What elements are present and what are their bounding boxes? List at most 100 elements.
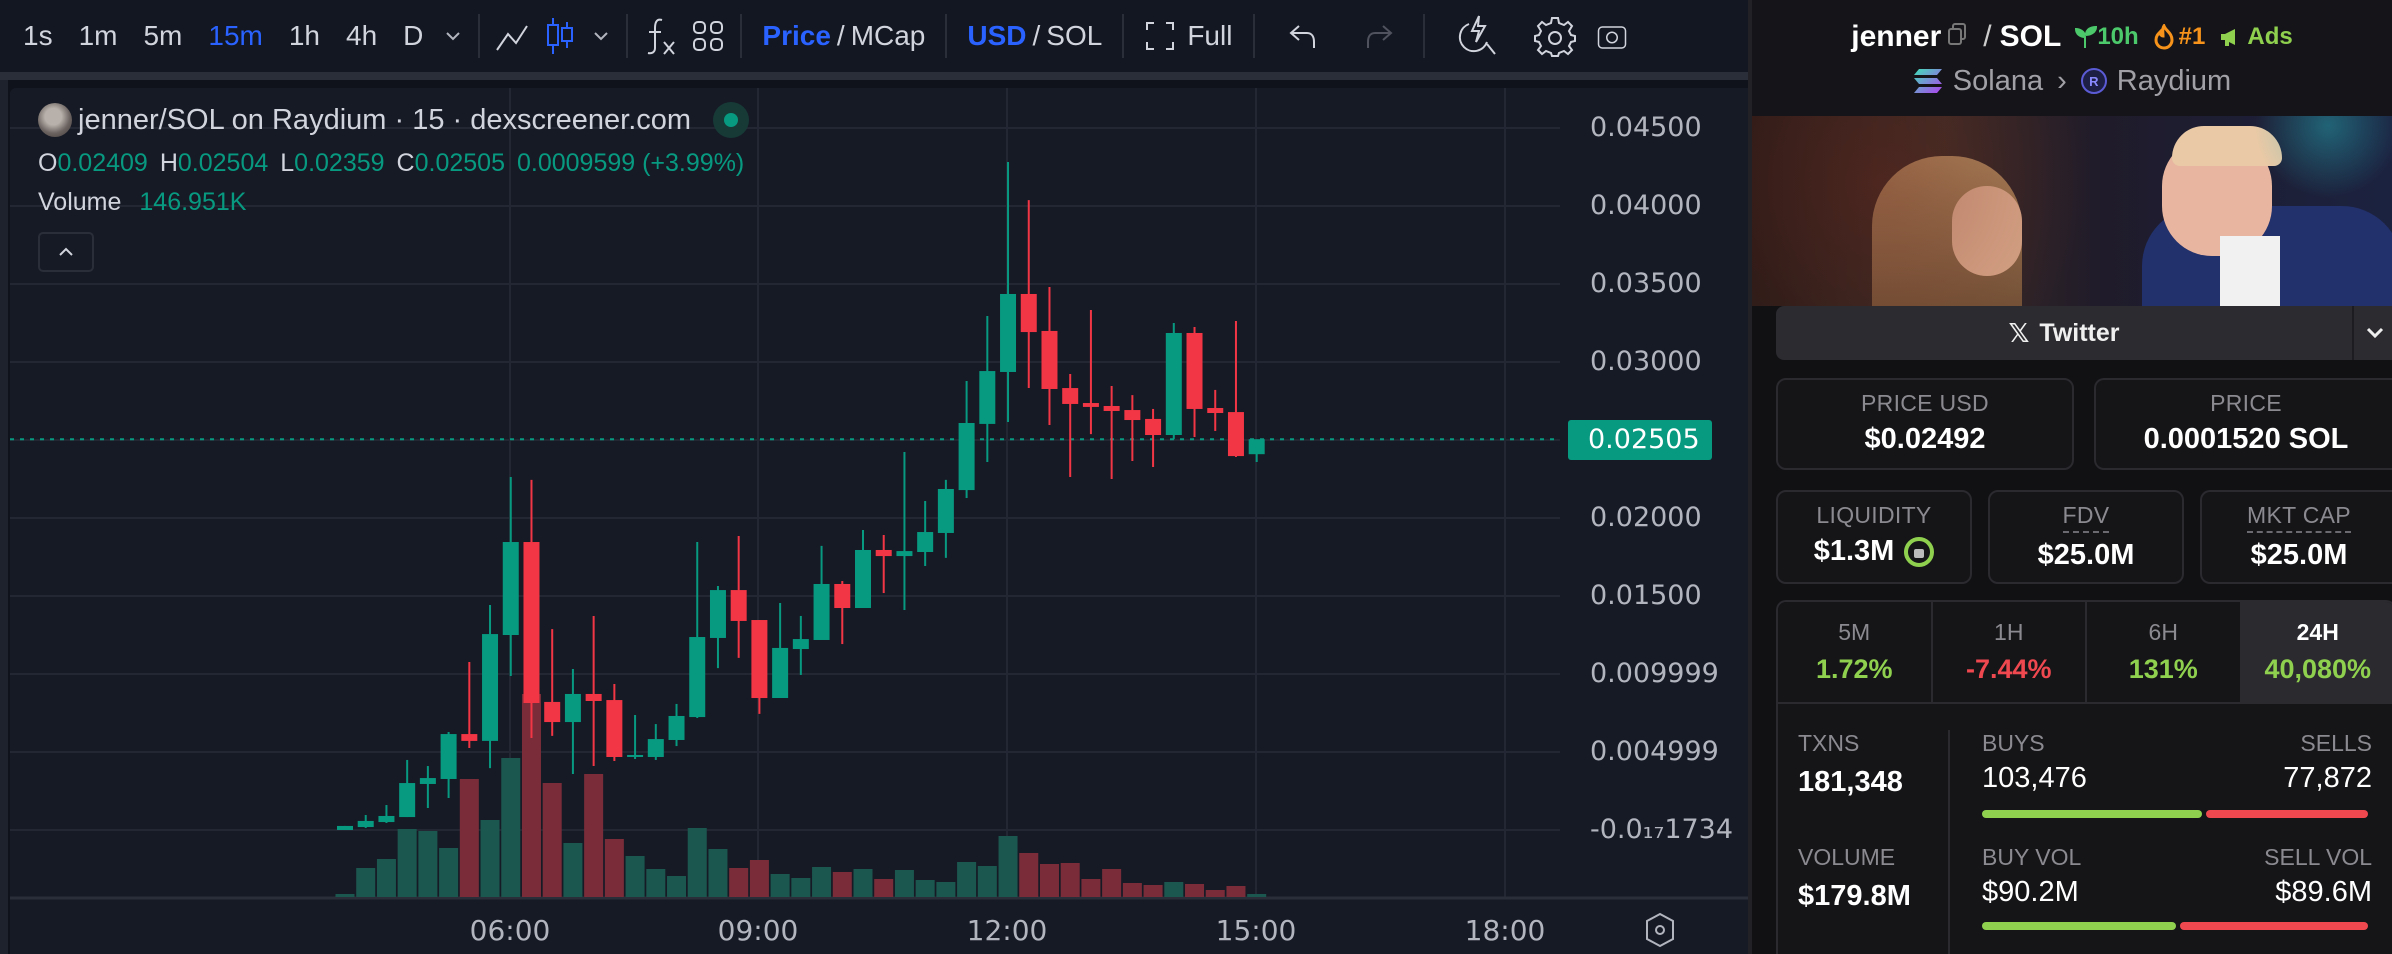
screenshot-button[interactable] (1597, 10, 1627, 62)
price-usd-card: PRICE USD $0.02492 (1776, 378, 2074, 470)
change-period-label: 1H (1994, 619, 2024, 645)
usd-sol-toggle[interactable]: USD / SOL (955, 10, 1114, 62)
quick-search-button[interactable] (1453, 10, 1501, 62)
hexagon-settings-icon (1646, 912, 1674, 948)
pair-slash: / (1983, 20, 1992, 53)
fdv-card: FDV $25.0M (1988, 490, 2184, 584)
timeframe-more-button[interactable] (436, 10, 470, 62)
change-tab-5m[interactable]: 5M 1.72% (1778, 602, 1933, 702)
chain-name[interactable]: Solana (1952, 64, 2044, 97)
toolbar-divider (1253, 14, 1256, 58)
fullscreen-label: Full (1187, 20, 1233, 51)
price-mcap-toggle[interactable]: Price / MCap (750, 10, 937, 62)
change-tab-24h[interactable]: 24H 40,080% (2241, 602, 2392, 702)
time-axis-label: 09:00 (717, 914, 799, 947)
line-chart-button[interactable] (488, 10, 536, 62)
axis-settings-button[interactable] (1640, 910, 1680, 950)
layouts-button[interactable] (684, 10, 732, 62)
open-label: O (38, 148, 58, 177)
price-change-tabs: 5M 1.72% 1H -7.44% 6H 131% 24H 40,080% (1776, 600, 2392, 702)
timeframe-15m[interactable]: 15m (208, 20, 263, 51)
time-axis-label: 15:00 (1215, 914, 1297, 947)
more-links-button[interactable] (2352, 306, 2392, 360)
chart-area: jenner/SOL on Raydium · 15 · dexscreener… (0, 80, 1748, 954)
chain-breadcrumb: Solana › R Raydium (1913, 61, 2231, 101)
redo-button[interactable] (1355, 10, 1403, 62)
token-info-panel: jenner / SOL 10h #1 Ads Solana › R (1748, 0, 2392, 954)
token-avatar (38, 103, 72, 137)
x-logo-icon: 𝕏 (2008, 317, 2030, 348)
timeframe-5m[interactable]: 5m (143, 20, 183, 51)
price-axis-tick: 0.01500 (1590, 580, 1702, 611)
time-axis-label: 12:00 (966, 914, 1048, 947)
quote-symbol: SOL (1999, 20, 2062, 53)
mktcap-label[interactable]: MKT CAP (2247, 502, 2351, 533)
price-mode-active[interactable]: Price (762, 20, 831, 51)
breadcrumb-chevron-icon: › (2057, 64, 2067, 97)
collapse-legend-button[interactable] (38, 232, 94, 272)
timeframe-1h[interactable]: 1h (288, 20, 321, 51)
copy-address-button[interactable] (1947, 20, 1967, 54)
timeframe-D[interactable]: D (403, 20, 424, 51)
mktcap-card: MKT CAP $25.0M (2200, 490, 2392, 584)
fullscreen-button[interactable]: Full (1132, 10, 1245, 62)
time-axis-label: 06:00 (469, 914, 551, 947)
chevron-down-icon (594, 32, 609, 41)
price-axis-tick: 0.009999 (1590, 658, 1719, 689)
toolbar-divider (1122, 14, 1125, 58)
trending-rank: #1 (2178, 23, 2206, 50)
pair-age: 10h (2097, 23, 2139, 50)
candlestick-chart[interactable] (10, 88, 1748, 954)
txns-value: 181,348 (1798, 766, 1903, 798)
candles-chart-button[interactable] (536, 10, 584, 62)
close-label: C (396, 148, 415, 177)
drawing-tools-strip[interactable] (0, 80, 8, 954)
transaction-stats: TXNS 181,348 BUYS SELLS 103,476 77,872 V… (1776, 702, 2392, 954)
low-label: L (280, 148, 295, 177)
timeframe-1m[interactable]: 1m (78, 20, 118, 51)
trending-rank-badge[interactable]: #1 (2153, 23, 2206, 51)
change-tab-1h[interactable]: 1H -7.44% (1932, 602, 2087, 702)
twitter-label: Twitter (2039, 318, 2120, 347)
txns-label: TXNS (1798, 730, 1860, 756)
change-period-label: 6H (2148, 619, 2178, 645)
change-tab-6h[interactable]: 6H 131% (2087, 602, 2242, 702)
undo-button[interactable] (1279, 10, 1327, 62)
grid-layout-icon (693, 21, 724, 51)
candlestick-icon (547, 18, 574, 54)
sells-bar (2206, 810, 2368, 818)
mcap-mode-option[interactable]: MCap (850, 20, 926, 51)
copy-icon (1948, 23, 1967, 45)
sol-quote-option[interactable]: SOL (1046, 20, 1103, 51)
change-value: 0.0009599 (+3.99%) (516, 148, 745, 177)
buy-volume-bar (1982, 922, 2176, 930)
usd-quote-active[interactable]: USD (967, 20, 1027, 51)
toolbar-divider (740, 14, 743, 58)
volume-legend: Volume 146.951K (38, 184, 756, 220)
price-axis-tick: 0.03000 (1590, 346, 1702, 377)
ohlc-values: O 0.02409 H 0.02504 L 0.02359 C 0.02505 0.00… (38, 146, 756, 180)
ads-badge[interactable]: Ads (2219, 23, 2293, 51)
high-value: 0.02504 (177, 148, 269, 177)
token-banner-image (1752, 116, 2392, 306)
buys-value: 103,476 (1982, 762, 2087, 794)
dex-name[interactable]: Raydium (2116, 64, 2232, 97)
liquidity-locked-icon[interactable] (1904, 536, 1935, 567)
live-status-indicator (713, 102, 750, 138)
change-percent-value: -7.44% (1965, 654, 2052, 684)
sells-label: SELLS (2300, 730, 2372, 756)
liquidity-card: LIQUIDITY $1.3M (1776, 490, 1972, 584)
timeframe-1s[interactable]: 1s (23, 20, 53, 51)
price-native-label: PRICE (2210, 390, 2282, 416)
low-value: 0.02359 (294, 148, 385, 177)
toolbar-divider (1423, 14, 1426, 58)
timeframe-4h[interactable]: 4h (346, 20, 378, 51)
twitter-button[interactable]: 𝕏 Twitter (1776, 306, 2352, 360)
toolbar-separator-band (0, 72, 1748, 80)
settings-button[interactable] (1531, 10, 1579, 62)
indicators-button[interactable] (636, 10, 684, 62)
chart-pane[interactable]: jenner/SOL on Raydium · 15 · dexscreener… (10, 88, 1748, 954)
change-period-label: 5M (1838, 619, 1871, 645)
chart-type-more-button[interactable] (584, 10, 618, 62)
fdv-label[interactable]: FDV (2062, 502, 2110, 533)
